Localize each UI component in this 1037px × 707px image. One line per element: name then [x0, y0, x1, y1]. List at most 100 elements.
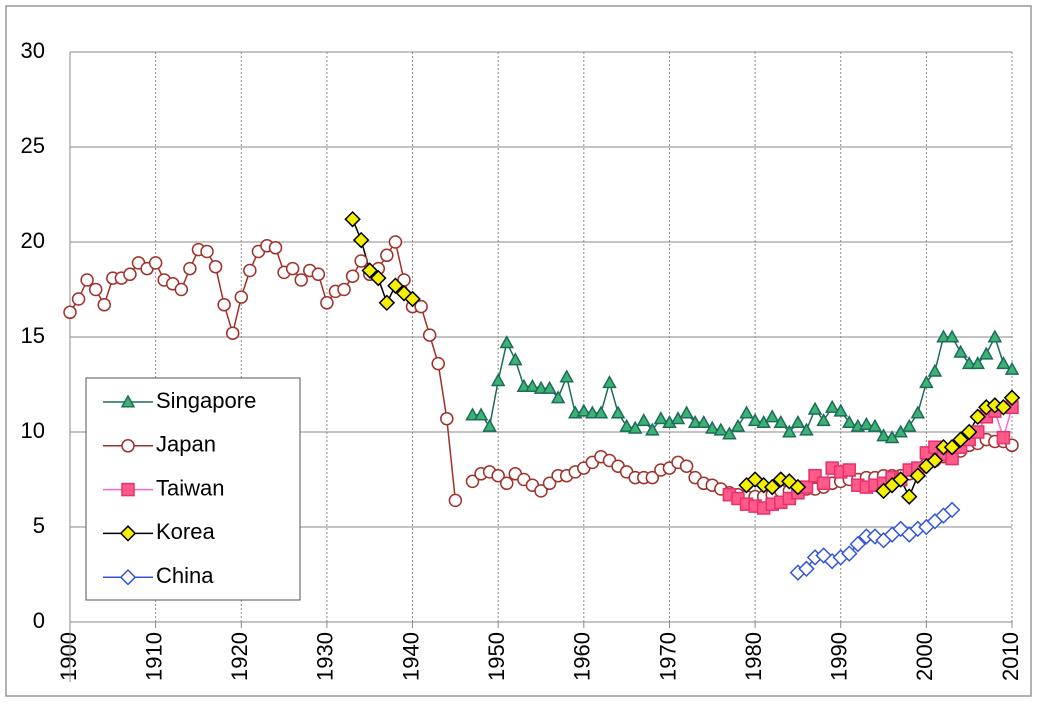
marker: [910, 405, 926, 419]
marker: [901, 418, 917, 432]
marker: [610, 405, 626, 419]
marker: [123, 267, 137, 282]
marker: [909, 467, 927, 484]
marker: [550, 390, 566, 404]
marker: [773, 414, 789, 429]
x-tick-label: 1950: [484, 632, 509, 681]
marker: [243, 263, 257, 278]
marker: [816, 476, 831, 491]
y-tick-label: 30: [21, 38, 45, 63]
marker: [491, 468, 505, 483]
marker: [354, 254, 368, 268]
marker: [816, 413, 831, 427]
marker: [465, 407, 480, 421]
marker: [71, 292, 86, 306]
marker: [414, 299, 428, 314]
marker: [841, 545, 858, 562]
marker: [876, 428, 891, 442]
marker: [789, 478, 807, 496]
marker: [679, 405, 694, 419]
marker: [1004, 361, 1020, 375]
marker: [602, 375, 617, 389]
marker: [790, 414, 806, 429]
marker: [996, 430, 1011, 445]
marker: [387, 277, 404, 294]
marker: [294, 273, 308, 287]
marker: [119, 525, 137, 542]
marker: [1003, 389, 1021, 407]
marker: [120, 394, 136, 408]
marker: [473, 407, 489, 421]
marker: [696, 414, 711, 429]
x-tick-label: 1910: [141, 632, 166, 681]
marker: [542, 476, 557, 491]
marker: [525, 378, 540, 392]
marker: [183, 261, 197, 276]
marker: [807, 401, 823, 415]
x-tick-label: 1900: [56, 632, 81, 681]
marker: [704, 420, 720, 434]
marker: [121, 439, 135, 453]
marker: [499, 476, 514, 491]
marker: [97, 297, 112, 312]
legend: Singapore Japan Taiwan Korea China: [85, 377, 301, 601]
legend-label: Japan: [156, 432, 216, 457]
grid: 0 5 10 15 20 25 30 1900 1910 1920 1930 1940 1950 1960…: [21, 38, 1023, 682]
marker: [482, 418, 497, 432]
marker: [585, 405, 600, 419]
marker: [927, 363, 943, 377]
marker: [995, 399, 1012, 416]
marker: [969, 408, 987, 426]
marker: [833, 403, 849, 417]
x-tick-label: 1940: [398, 632, 423, 681]
marker: [465, 474, 480, 489]
marker: [63, 305, 77, 320]
marker: [378, 294, 396, 312]
marker: [119, 568, 137, 586]
marker: [953, 344, 968, 358]
marker: [225, 326, 240, 340]
marker: [824, 399, 840, 413]
marker: [936, 329, 951, 343]
marker: [499, 335, 515, 349]
marker: [440, 411, 454, 426]
y-tick-label: 10: [21, 418, 45, 443]
legend-label: Singapore: [156, 388, 256, 413]
y-tick-label: 15: [21, 323, 45, 348]
y-tick-label: 20: [21, 228, 45, 253]
marker: [395, 285, 413, 302]
marker: [121, 482, 135, 497]
x-tick-label: 2000: [912, 632, 937, 681]
marker: [593, 405, 609, 419]
marker: [559, 369, 574, 383]
marker: [842, 414, 857, 429]
marker: [576, 403, 592, 417]
marker: [311, 267, 326, 282]
marker: [859, 416, 874, 430]
marker: [763, 478, 781, 496]
marker: [80, 273, 94, 287]
legend-label: Taiwan: [156, 475, 224, 500]
marker: [174, 282, 189, 297]
marker: [148, 256, 163, 270]
marker: [516, 378, 532, 392]
marker: [798, 560, 815, 578]
marker: [653, 411, 669, 425]
marker: [345, 269, 360, 283]
marker: [987, 329, 1003, 343]
marker: [892, 520, 909, 538]
x-tick-label: 2010: [998, 632, 1023, 681]
marker: [892, 471, 909, 488]
x-tick-label: 1990: [827, 632, 852, 681]
y-tick-label: 0: [33, 608, 45, 633]
marker: [943, 438, 961, 456]
marker: [200, 244, 214, 259]
legend-label: Korea: [156, 519, 215, 544]
marker: [448, 493, 463, 508]
marker: [361, 262, 378, 279]
marker: [542, 380, 557, 394]
marker: [627, 420, 643, 434]
marker: [320, 296, 334, 310]
marker: [960, 423, 978, 441]
